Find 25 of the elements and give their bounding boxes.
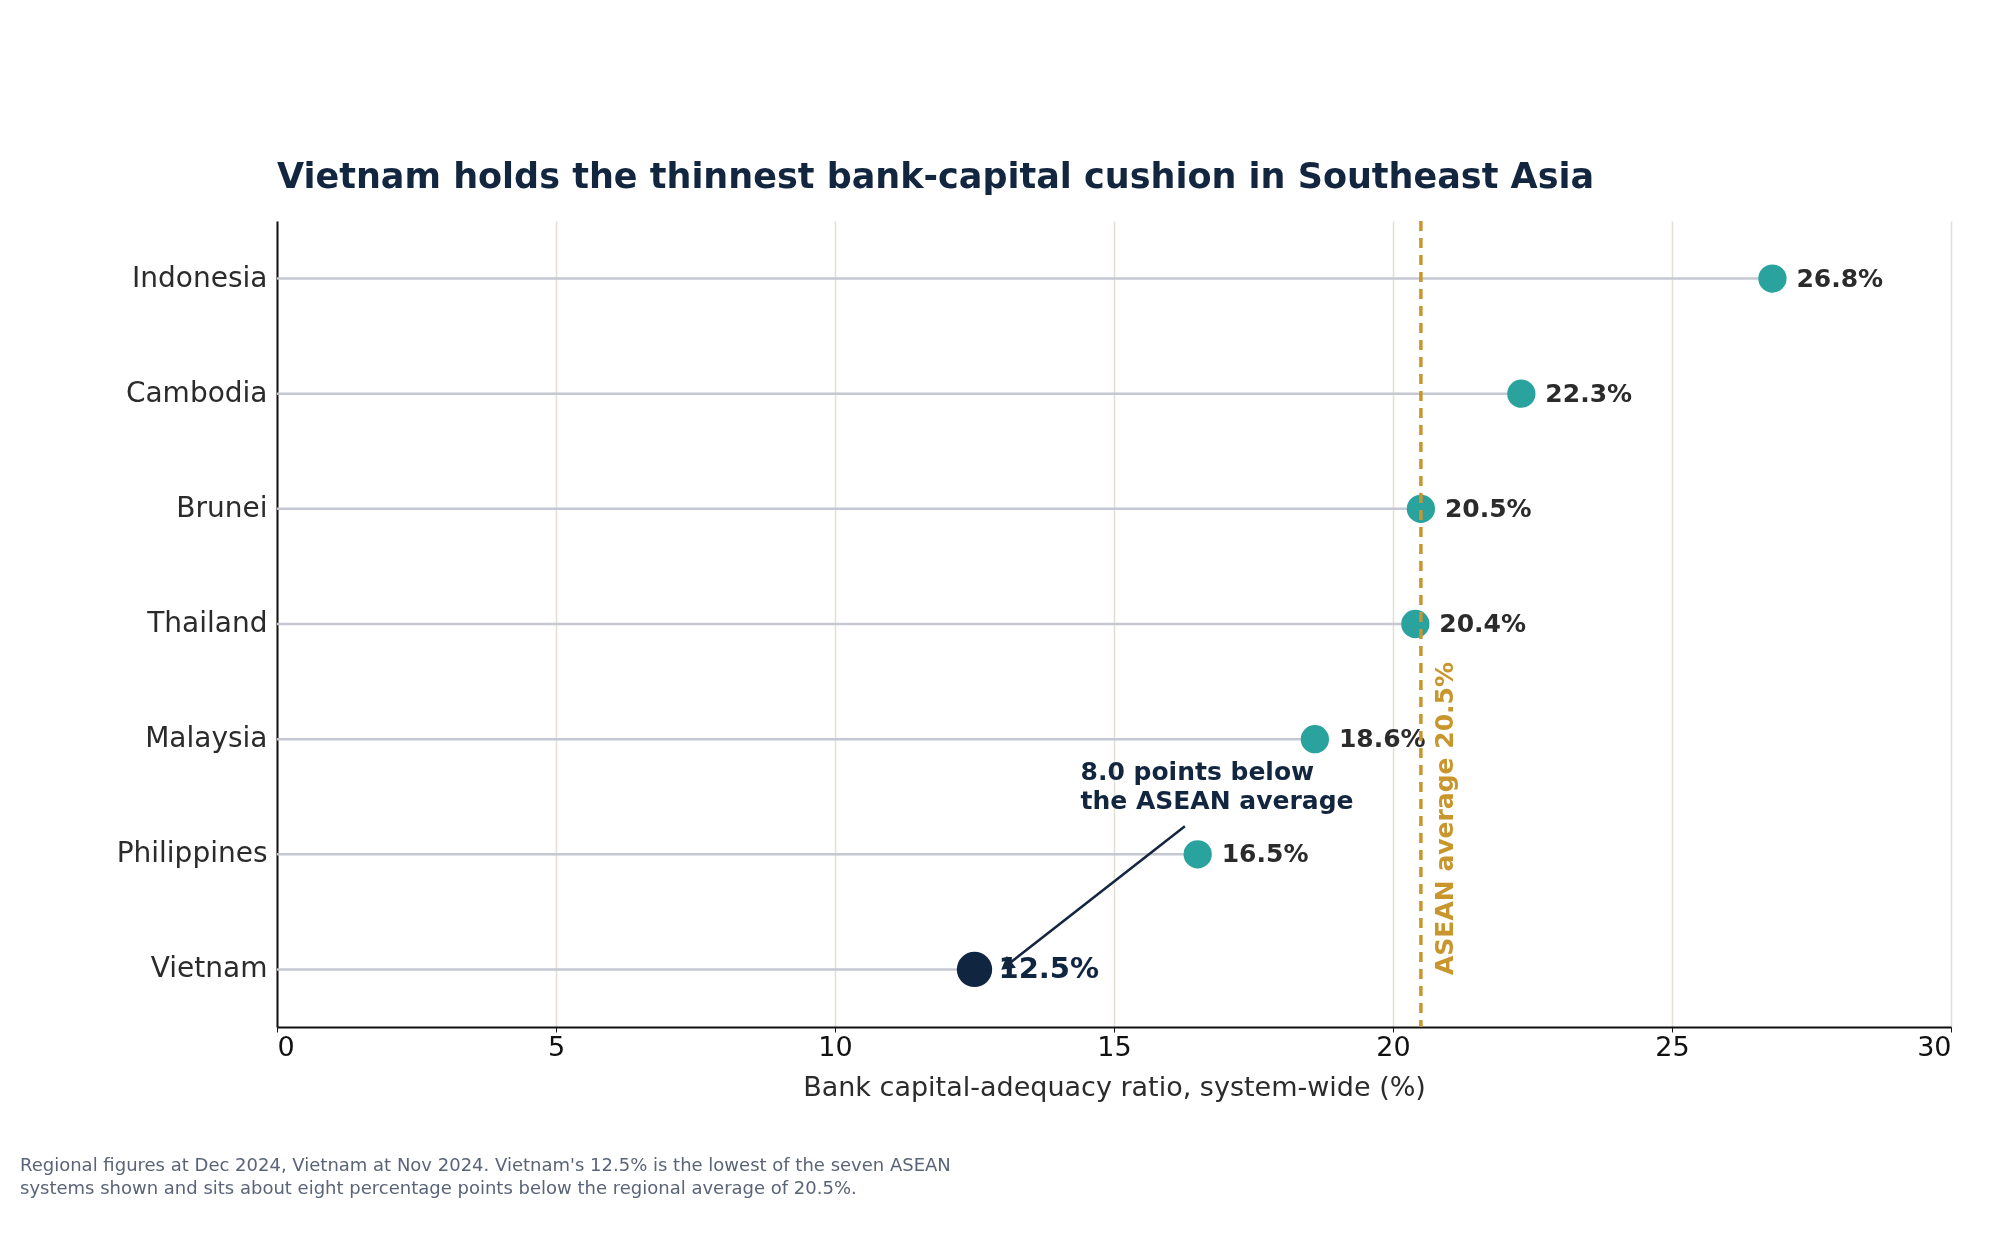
annotation: 8.0 points below the ASEAN average bbox=[1080, 757, 1354, 816]
data-label: 16.5% bbox=[1221, 839, 1309, 869]
x-tick-label: 0 bbox=[277, 1030, 295, 1062]
y-tick-label: Indonesia bbox=[132, 260, 268, 294]
y-tick-label: Philippines bbox=[116, 836, 268, 870]
data-label: 26.8% bbox=[1796, 263, 1884, 293]
y-tick-label: Thailand bbox=[146, 606, 268, 639]
x-axis-title: Bank capital-adequacy ratio, system-wide (%) bbox=[803, 1070, 1426, 1102]
x-tick-label: 25 bbox=[1655, 1030, 1690, 1062]
y-tick-label: Vietnam bbox=[150, 951, 268, 985]
data-label: 20.4% bbox=[1439, 609, 1527, 638]
data-label: 20.5% bbox=[1444, 493, 1532, 523]
chart-title: Vietnam holds the thinnest bank-capital cushion in Southeast Asia bbox=[277, 156, 1595, 197]
y-tick-label: Malaysia bbox=[145, 721, 268, 755]
y-tick-label: Cambodia bbox=[125, 375, 268, 409]
x-tick-label: 30 bbox=[1917, 1030, 1952, 1062]
x-tick-label: 20 bbox=[1376, 1030, 1411, 1062]
text: Regional figures at Dec 2024, Vietnam at Nov 2024. Vietnam's 12.5% is the lowest of the seven ASEAN systems shown and sits about eight percentage points below the regional average of 20.5%. bbox=[20, 1154, 951, 1198]
x-tick-label: 5 bbox=[547, 1030, 566, 1062]
x-tick-label: 15 bbox=[1097, 1030, 1132, 1062]
y-tick-label: Brunei bbox=[176, 490, 268, 524]
x-tick-label: 10 bbox=[818, 1030, 853, 1062]
ref-line-label: ASEAN average 20.5% bbox=[1429, 661, 1459, 975]
data-label: 18.6% bbox=[1338, 724, 1426, 754]
data-label: 22.3% bbox=[1545, 378, 1633, 408]
